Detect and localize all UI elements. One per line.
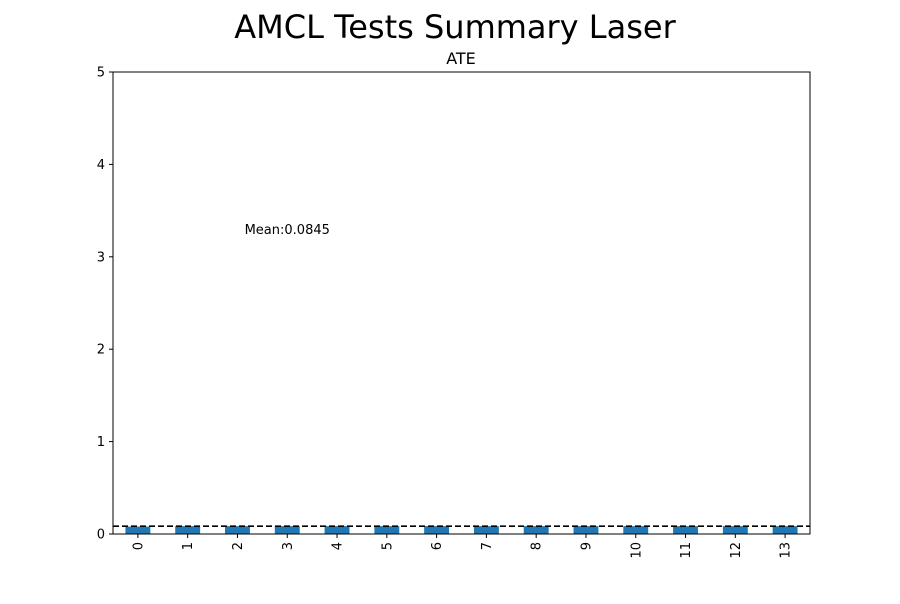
bar-10 xyxy=(623,526,649,534)
bar-4 xyxy=(324,526,350,534)
x-tick-label: 11 xyxy=(679,542,694,559)
bar-3 xyxy=(274,526,300,534)
bars-layer xyxy=(113,525,810,534)
mean-annotation: Mean:0.0845 xyxy=(245,223,330,238)
y-tick-label: 3 xyxy=(97,250,105,265)
x-tick-label: 8 xyxy=(530,542,545,550)
y-tick-label: 5 xyxy=(97,66,105,81)
bar-2 xyxy=(225,526,250,534)
bar-12 xyxy=(722,526,748,534)
bar-8 xyxy=(523,526,549,534)
x-tick-label: 12 xyxy=(729,542,744,559)
y-tick-label: 1 xyxy=(97,435,105,450)
bar-9 xyxy=(573,526,599,534)
x-tick-label: 6 xyxy=(430,542,445,550)
chart-title: ATE xyxy=(446,49,476,68)
x-tick-label: 10 xyxy=(629,542,644,559)
x-tick-label: 13 xyxy=(779,542,794,559)
x-tick-label: 9 xyxy=(579,542,594,550)
x-tick-label: 7 xyxy=(480,542,495,550)
x-tick-label: 1 xyxy=(181,542,196,550)
x-tick-label: 4 xyxy=(331,542,346,550)
x-tick-label: 5 xyxy=(380,542,395,550)
bar-6 xyxy=(424,526,450,534)
y-tick-label: 0 xyxy=(97,528,105,543)
x-tick-label: 2 xyxy=(231,542,246,550)
bar-13 xyxy=(772,526,798,534)
figure-suptitle: AMCL Tests Summary Laser xyxy=(234,8,676,46)
x-tick-label: 3 xyxy=(281,542,296,550)
bar-5 xyxy=(374,526,400,534)
annotation-layer: Mean:0.0845 xyxy=(245,223,330,238)
y-tick-label: 4 xyxy=(97,158,105,173)
y-tick-label: 2 xyxy=(97,343,105,358)
bar-0 xyxy=(125,526,151,534)
bar-1 xyxy=(175,526,201,534)
bar-7 xyxy=(473,526,499,534)
bar-11 xyxy=(673,526,698,534)
axes-frame xyxy=(112,71,811,535)
x-tick-label: 0 xyxy=(131,542,146,550)
